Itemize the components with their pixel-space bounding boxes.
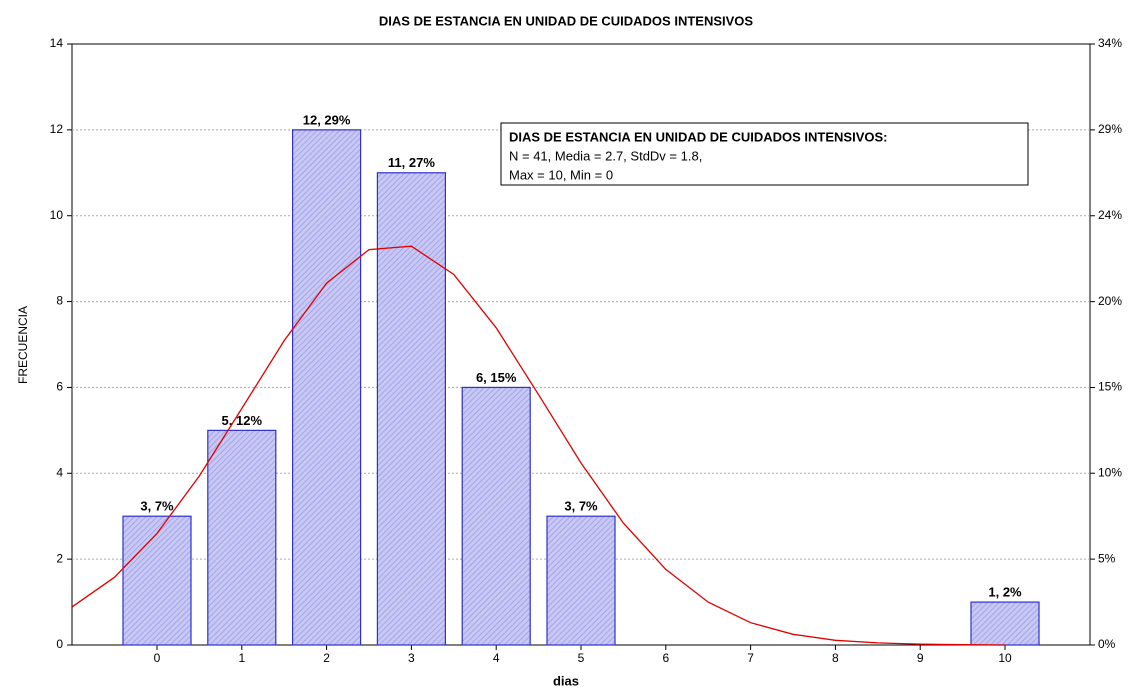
data-label: 3, 7% [564,499,598,514]
normal-curve [71,245,1006,646]
stats-line: Max = 10, Min = 0 [509,167,613,182]
bar [970,601,1040,646]
x-tick-label: 2 [323,651,330,665]
y-tick-label: 14 [50,36,64,50]
x-tick-label: 0 [154,651,161,665]
stats-line: N = 41, Media = 2.7, StdDv = 1.8, [509,148,702,163]
bar [376,172,446,646]
y-tick-label: 8 [56,294,63,308]
bar [122,515,192,646]
y-tick-label: 2 [56,551,63,565]
data-label: 6, 15% [476,370,517,385]
y2-tick-label: 0% [1098,637,1116,651]
y2-tick-label: 29% [1098,122,1122,136]
y-tick-label: 10 [50,208,64,222]
x-tick-label: 3 [408,651,415,665]
y-axis-label: FRECUENCIA [16,306,30,384]
bar [546,515,616,646]
data-label: 3, 7% [140,499,174,514]
y-tick-label: 0 [56,637,63,651]
data-label: 11, 27% [388,155,435,170]
y-tick-label: 4 [56,465,63,479]
y-tick-label: 6 [56,380,63,394]
x-tick-label: 1 [238,651,245,665]
stats-line: DIAS DE ESTANCIA EN UNIDAD DE CUIDADOS I… [509,129,887,144]
y-tick-label: 12 [50,122,64,136]
y2-tick-label: 5% [1098,551,1116,565]
bar [207,429,277,646]
x-tick-label: 9 [917,651,924,665]
bar [461,386,531,646]
y2-tick-label: 10% [1098,465,1122,479]
x-tick-label: 7 [747,651,754,665]
x-tick-label: 4 [493,651,500,665]
y2-tick-label: 15% [1098,380,1122,394]
x-tick-label: 10 [998,651,1012,665]
y2-tick-label: 34% [1098,36,1122,50]
y2-tick-label: 24% [1098,208,1122,222]
data-label: 1, 2% [988,585,1022,600]
x-tick-label: 8 [832,651,839,665]
y2-tick-label: 20% [1098,294,1122,308]
x-tick-label: 5 [578,651,585,665]
bar [292,129,362,646]
chart-title: DIAS DE ESTANCIA EN UNIDAD DE CUIDADOS I… [379,13,753,28]
x-tick-label: 6 [662,651,669,665]
x-axis-label: dias [553,673,579,688]
stats-box [500,122,1029,186]
data-label: 12, 29% [303,112,351,127]
data-label: 5, 12% [222,413,263,428]
